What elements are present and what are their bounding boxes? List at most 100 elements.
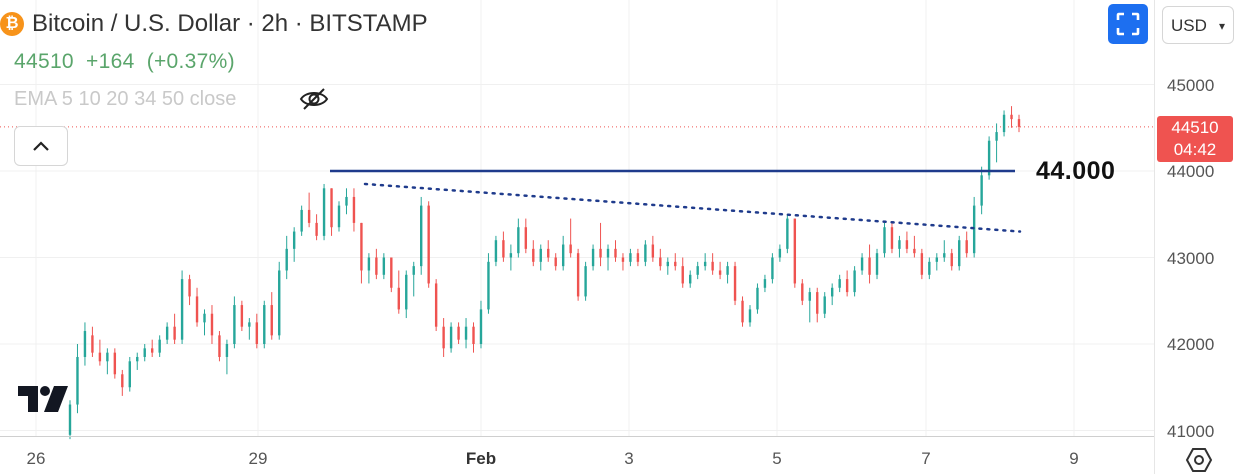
candle-body [487, 261, 490, 310]
candle [158, 335, 161, 357]
candle-body [307, 209, 311, 223]
candle-body [255, 322, 259, 344]
settings-icon[interactable] [1184, 446, 1214, 474]
candle-body [121, 374, 124, 388]
candle [576, 248, 580, 301]
candle-body [203, 313, 206, 323]
x-tick: 3 [624, 449, 634, 468]
candle-body [158, 339, 161, 353]
candle [771, 253, 774, 284]
candle [890, 222, 894, 254]
candle [801, 279, 804, 306]
candle [405, 270, 408, 319]
candle [786, 214, 789, 254]
candle-body [733, 266, 737, 301]
bar-countdown: 04:42 [1173, 140, 1217, 159]
candle [188, 274, 191, 306]
candle [883, 222, 886, 258]
candle-body [427, 205, 430, 284]
candle [195, 287, 199, 327]
candle-body [128, 361, 131, 388]
y-tick: 42000 [1167, 335, 1215, 354]
grid-lines [0, 0, 1154, 436]
candle-body [457, 326, 460, 340]
candle-body [352, 196, 356, 223]
fullscreen-button[interactable] [1108, 4, 1148, 44]
candle-body [532, 248, 535, 262]
collapse-legend-button[interactable] [14, 126, 68, 166]
candle-body [218, 335, 221, 357]
candle-body [786, 218, 789, 249]
candle-body [890, 227, 894, 249]
candle [584, 261, 587, 301]
candle-body [210, 313, 214, 336]
candle [457, 322, 460, 344]
candle [479, 300, 483, 349]
candle-body [591, 248, 595, 267]
candle-body [823, 296, 826, 314]
candle [838, 274, 841, 293]
candle-body [106, 352, 109, 362]
candle-body [644, 244, 647, 262]
candle-body [91, 335, 94, 353]
candle-body [472, 326, 475, 344]
candle [240, 300, 244, 332]
indicator-label[interactable]: EMA 5 10 20 34 50 close [14, 88, 237, 110]
candle-body [741, 300, 744, 323]
candle-body [345, 196, 348, 206]
last-price-label: 44510 04:42 [1157, 116, 1233, 162]
candle-body [696, 266, 699, 275]
candle [83, 322, 87, 366]
candle [606, 244, 610, 271]
candle [845, 270, 849, 297]
candle [150, 339, 154, 357]
candle-body [726, 266, 729, 275]
last-price-value: 44510 [1171, 118, 1219, 137]
candle-body [442, 326, 445, 349]
candle [449, 322, 453, 353]
candle [427, 201, 430, 288]
candle [322, 183, 326, 241]
candle-body [554, 257, 557, 267]
candle [91, 326, 94, 357]
candle-body [479, 309, 483, 344]
candle-body [838, 279, 841, 288]
symbol-title[interactable]: Bitcoin / U.S. Dollar · 2h · BITSTAMP [32, 10, 428, 37]
candle [248, 318, 251, 340]
candle-body [509, 253, 513, 258]
candle [943, 240, 946, 262]
x-tick: 7 [921, 449, 931, 468]
candle-body [150, 348, 154, 353]
candle [442, 318, 445, 357]
candle [614, 240, 617, 262]
candle-body [853, 270, 856, 293]
candle-body [405, 274, 408, 310]
candle-body [808, 292, 811, 301]
candle [464, 318, 468, 349]
candles [68, 106, 1021, 440]
candle [233, 296, 236, 349]
candle-body [367, 257, 371, 271]
candle [532, 240, 535, 267]
candle [330, 188, 333, 236]
candle-body [270, 305, 273, 336]
currency-select[interactable]: USD ▾ [1162, 6, 1234, 44]
candle [307, 192, 311, 228]
candle [180, 270, 184, 344]
candle-body [1017, 119, 1021, 127]
candle [502, 231, 505, 262]
candle-body [659, 257, 662, 267]
candle-body [420, 205, 423, 267]
eye-off-icon[interactable] [298, 86, 330, 112]
candle [726, 261, 729, 284]
candle-body [801, 283, 804, 301]
candle [375, 248, 378, 280]
candle-body [778, 248, 782, 258]
tradingview-logo [18, 386, 68, 412]
candle-body [987, 140, 991, 176]
candle [494, 235, 498, 267]
candle-body [920, 253, 924, 275]
candle [547, 240, 550, 262]
candle-body [868, 257, 871, 275]
